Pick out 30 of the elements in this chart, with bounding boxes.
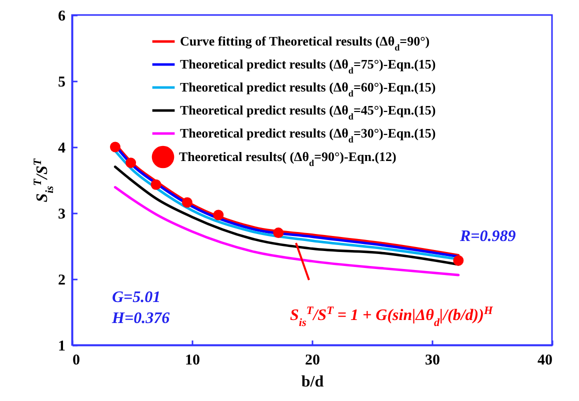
y-tick-label: 2 (58, 272, 66, 288)
annotation: R=0.989 (459, 228, 516, 245)
y-tick-label: 3 (58, 206, 66, 222)
legend-label: Theoretical predict results (Δθ$_{d}$=75°)-Eqn.(15) (180, 56, 436, 76)
x-axis-title: b/d (301, 374, 324, 390)
y-tick-label: 6 (58, 8, 66, 24)
annotation: G=5.01 (112, 289, 161, 306)
point (150, 179, 162, 190)
line-series (114, 186, 460, 276)
text: S$_{is}$$^{T}$/S$^{T}$ = 1 + G(sin|Δθ$_{d}$|/(b/d))$^{H}$ (290, 305, 493, 329)
x-tick-label: 20 (305, 352, 320, 368)
legend-label: Curve fitting of Theoretical results (Δθ$_{d}$=90°) (180, 34, 430, 52)
x-tick-label: 30 (425, 352, 440, 368)
point (273, 228, 284, 238)
y-tick-label: 5 (58, 74, 66, 90)
legend-label: Theoretical predict results (Δθ$_{d}$=30°)-Eqn.(15) (180, 126, 436, 144)
point (110, 142, 120, 152)
point (126, 158, 136, 168)
point (213, 210, 224, 220)
legend-label: Theoretical predict results (Δθ$_{d}$=60°)-Eqn.(15) (180, 80, 436, 98)
point (453, 255, 464, 266)
legend-label: Theoretical results( (Δθ$_{d}$=90°)-Eqn.(12) (179, 149, 396, 168)
y-tick-label: 1 (58, 338, 66, 354)
x-tick-label: 0 (72, 352, 80, 368)
x-tick-label: 40 (538, 352, 552, 368)
legend-label: Theoretical predict results (Δθ$_{d}$=45°)-Eqn.(15) (180, 102, 436, 122)
x-tick-label: 10 (185, 352, 200, 368)
annotation: H=0.376 (111, 310, 170, 327)
y-tick-label: 4 (58, 140, 66, 156)
point (182, 197, 192, 208)
